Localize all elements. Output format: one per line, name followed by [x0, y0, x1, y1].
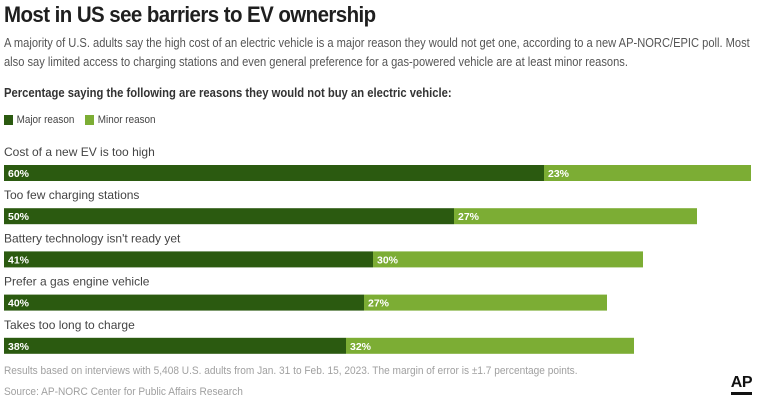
bar-label-major: 50%	[8, 211, 30, 223]
bar-major	[4, 337, 346, 354]
bar-minor	[364, 294, 607, 311]
legend-label-minor: Minor reason	[97, 114, 156, 126]
bar-label-major: 40%	[8, 298, 30, 310]
legend-label-major: Major reason	[16, 114, 75, 126]
legend: Major reason Minor reason	[4, 114, 156, 126]
category-label: Battery technology isn't ready yet	[4, 231, 181, 245]
category-label: Takes too long to charge	[4, 318, 135, 332]
category-label: Cost of a new EV is too high	[4, 145, 155, 159]
bar-minor	[544, 165, 751, 181]
legend-swatch-major	[4, 115, 13, 125]
ap-logo: AP	[730, 375, 753, 395]
bar-label-major: 38%	[8, 341, 30, 353]
bar-major	[4, 208, 454, 225]
bar-minor	[373, 251, 643, 268]
bar-label-minor: 32%	[350, 341, 372, 353]
category-label: Prefer a gas engine vehicle	[4, 275, 150, 289]
legend-item-minor: Minor reason	[85, 114, 156, 126]
bar-label-minor: 30%	[377, 254, 399, 266]
bar-label-major: 60%	[8, 168, 30, 180]
legend-item-major: Major reason	[4, 114, 74, 126]
bar-label-minor: 27%	[368, 298, 390, 310]
bar-minor	[346, 337, 634, 354]
bar-label-minor: 27%	[458, 211, 480, 223]
bar-minor	[454, 208, 697, 225]
category-label: Too few charging stations	[4, 188, 139, 202]
chart-subtitle: A majority of U.S. adults say the high c…	[4, 36, 750, 69]
chart-title: Most in US see barriers to EV ownership	[4, 2, 376, 27]
bar-chart: Cost of a new EV is too high 60% 23% Too fe…	[4, 145, 751, 354]
bar-major	[4, 251, 373, 268]
bar-label-major: 41%	[8, 254, 30, 266]
chart-question: Percentage saying the following are reas…	[4, 86, 452, 100]
bar-major	[4, 165, 544, 181]
footnote: Results based on interviews with 5,408 U…	[4, 365, 578, 377]
bar-label-minor: 23%	[548, 168, 570, 180]
bar-major	[4, 294, 364, 311]
legend-swatch-minor	[85, 115, 95, 125]
source-note: Source: AP-NORC Center for Public Affair…	[4, 386, 243, 398]
